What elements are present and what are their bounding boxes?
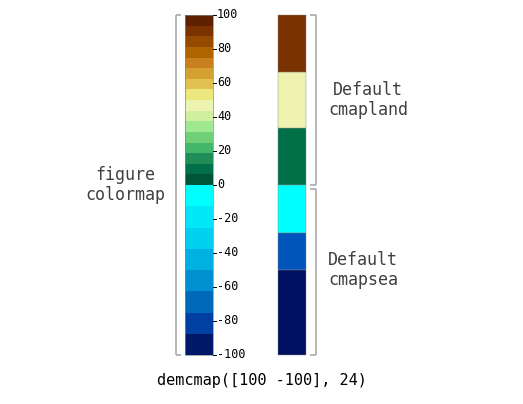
Bar — [185, 79, 213, 89]
Bar — [185, 15, 213, 355]
Text: demcmap([100 -100], 24): demcmap([100 -100], 24) — [157, 373, 367, 388]
Bar — [185, 153, 213, 164]
Bar — [278, 270, 306, 355]
Text: 80: 80 — [217, 42, 231, 55]
Text: Default
cmapsea: Default cmapsea — [328, 250, 398, 289]
Text: -40: -40 — [217, 246, 238, 259]
Bar — [185, 111, 213, 121]
Bar — [185, 68, 213, 79]
Bar — [185, 185, 213, 206]
Text: 0: 0 — [217, 179, 224, 191]
Bar — [185, 36, 213, 47]
Text: -80: -80 — [217, 314, 238, 328]
Bar — [185, 249, 213, 270]
Text: 60: 60 — [217, 76, 231, 90]
Bar — [185, 206, 213, 227]
Bar — [185, 291, 213, 313]
Bar — [185, 313, 213, 334]
Bar — [185, 100, 213, 111]
Bar — [278, 72, 306, 128]
Bar — [278, 185, 306, 233]
Text: 40: 40 — [217, 111, 231, 124]
Bar — [185, 143, 213, 153]
Text: figure
colormap: figure colormap — [85, 166, 165, 204]
Bar — [185, 164, 213, 175]
Bar — [278, 15, 306, 72]
Bar — [185, 47, 213, 57]
Bar — [185, 132, 213, 143]
Bar — [185, 89, 213, 100]
Text: 100: 100 — [217, 8, 238, 21]
Bar — [185, 25, 213, 36]
Text: 20: 20 — [217, 145, 231, 158]
Text: -100: -100 — [217, 349, 245, 362]
Bar — [185, 57, 213, 68]
Bar — [185, 121, 213, 132]
Bar — [185, 175, 213, 185]
Text: Default
cmapland: Default cmapland — [328, 81, 408, 120]
Bar — [185, 334, 213, 355]
Bar — [278, 233, 306, 270]
Bar — [185, 227, 213, 249]
Bar — [185, 15, 213, 25]
Text: -60: -60 — [217, 280, 238, 293]
Bar — [278, 128, 306, 185]
Text: -20: -20 — [217, 213, 238, 225]
Bar — [185, 270, 213, 291]
